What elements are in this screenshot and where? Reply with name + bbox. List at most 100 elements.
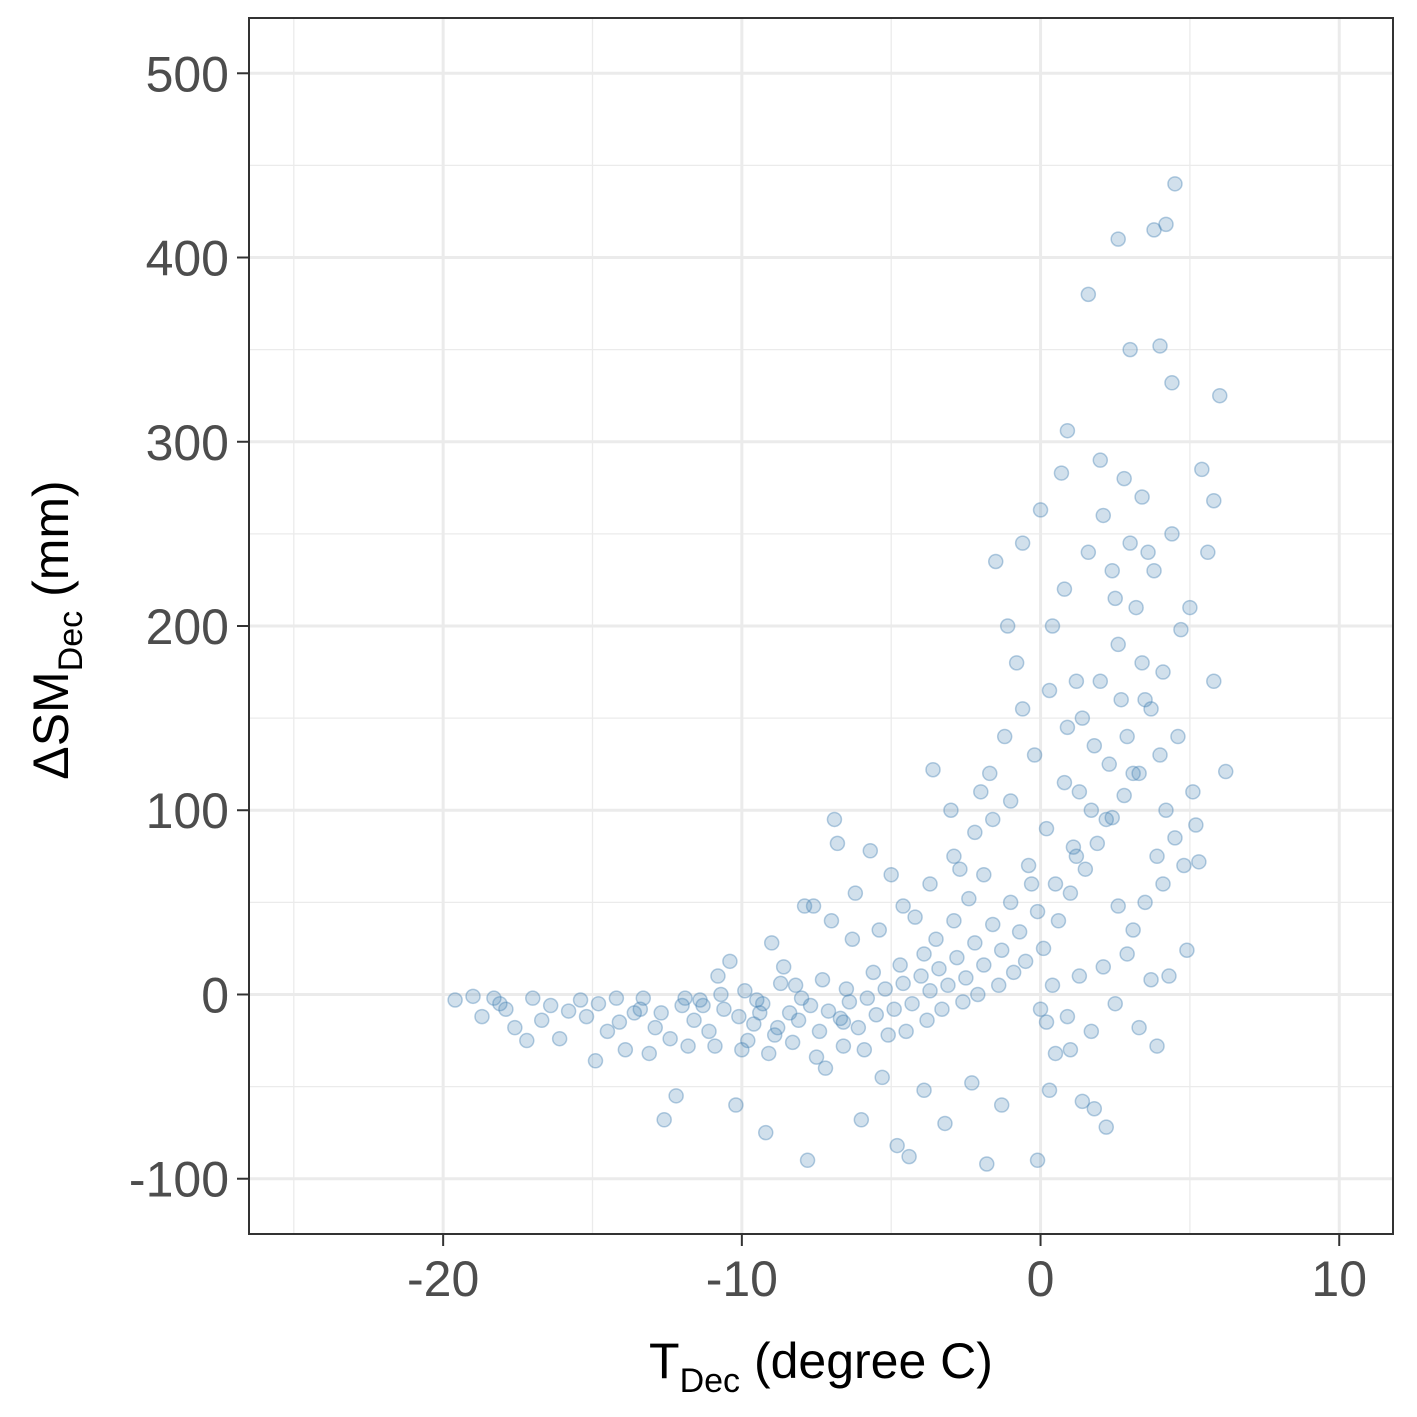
data-point [996,728,1013,745]
data-point [784,1034,801,1051]
data-point [1038,1014,1055,1030]
data-point [1107,995,1123,1012]
data-point [1125,922,1141,938]
data-point [853,1112,870,1128]
data-point [1131,1019,1147,1036]
data-point [1089,835,1106,852]
data-point [465,988,481,1005]
data-point [752,1005,768,1021]
data-point [1023,876,1040,892]
data-point [647,1019,663,1036]
y-tick-label: 100 [146,783,229,839]
data-point [1152,338,1168,354]
data-point [802,997,819,1014]
data-point [984,811,1001,828]
data-point [590,995,607,1012]
data-point [907,909,923,925]
data-point [668,1088,684,1104]
data-point [856,1042,873,1058]
data-point [1206,492,1222,509]
data-point [1014,535,1031,551]
data-point [892,957,908,973]
data-point [1002,793,1019,809]
data-point [993,942,1010,959]
data-point [728,1097,744,1113]
data-point [542,997,559,1014]
data-point [1059,422,1076,439]
data-point [656,1112,672,1128]
y-tick-label: 200 [146,599,229,655]
data-point [1134,655,1150,671]
data-point [1083,802,1100,818]
y-tick-label: 400 [146,231,229,287]
data-point [578,1008,595,1025]
data-point [982,765,998,782]
data-point [1110,636,1126,653]
x-axis-title: TDec (degree C) [649,1333,993,1400]
data-point [999,618,1016,634]
data-point [1047,876,1064,892]
data-point [832,1010,849,1027]
data-point [763,935,780,951]
data-point [760,1045,777,1062]
data-point [1149,848,1165,865]
data-point [805,898,822,914]
data-point [1128,599,1144,616]
data-point [1065,839,1082,855]
data-point [886,1001,902,1017]
data-point [904,995,920,1012]
data-point [617,1042,634,1058]
data-point [737,983,753,999]
data-point [1158,216,1174,233]
data-point [955,994,971,1010]
data-point [1176,857,1192,874]
data-point [769,1019,786,1036]
data-point [859,990,876,1006]
data-point [1191,854,1207,870]
data-point [653,1005,669,1021]
data-point [677,990,693,1006]
data-point [1050,913,1067,929]
data-point [498,1001,514,1017]
data-point [1056,581,1073,597]
data-point [1002,894,1019,911]
data-point [766,1027,783,1043]
data-point [755,995,771,1012]
data-point [979,1156,995,1172]
data-point [1137,691,1153,708]
data-point [1167,830,1183,846]
data-point [608,990,625,1006]
data-point [934,1001,950,1017]
data-point [883,866,899,883]
data-point [793,990,810,1006]
data-point [847,885,864,901]
data-point [1217,763,1234,780]
data-point [772,975,789,992]
data-point [1107,590,1123,607]
data-point [976,957,992,973]
data-point [841,994,858,1010]
data-point [895,898,911,914]
data-point [1083,1023,1100,1040]
data-point [1068,673,1085,690]
data-point [838,981,855,997]
data-point [1143,701,1159,717]
data-point [946,848,962,865]
data-point [796,898,813,914]
data-point [1074,710,1091,726]
data-point [829,835,846,852]
data-point [775,959,792,975]
x-tick-label: 0 [1027,1251,1055,1307]
data-point [1074,1093,1091,1110]
data-point [1068,848,1085,865]
data-point [1104,562,1120,579]
data-point [1047,1045,1064,1062]
data-point [1056,774,1073,791]
data-point [1086,738,1103,754]
data-point [1011,924,1028,940]
data-point [572,992,589,1008]
data-point [850,1019,867,1036]
data-point [946,913,962,929]
data-point [447,992,463,1008]
data-point [958,970,974,986]
